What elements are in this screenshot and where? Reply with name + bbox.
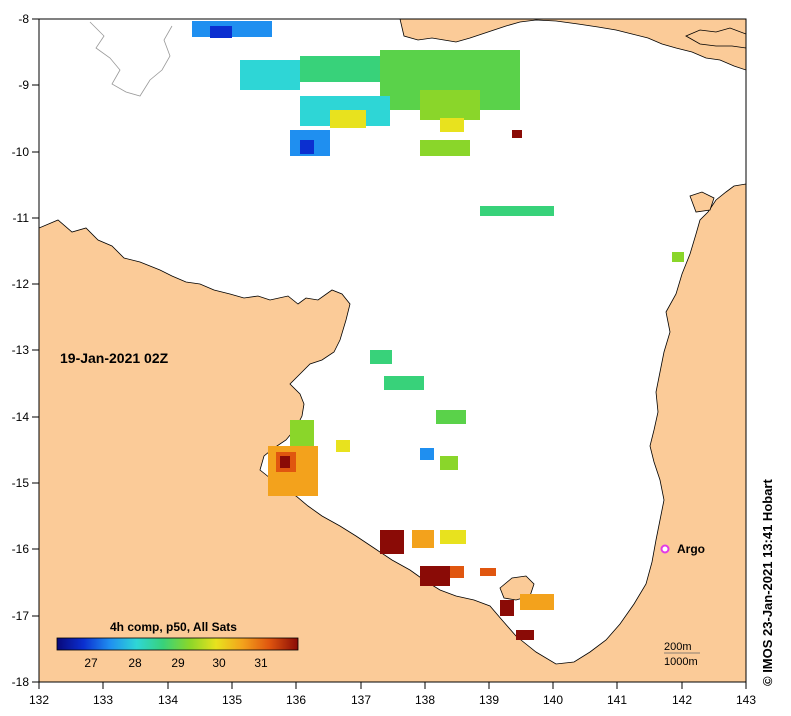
sst-cell [240,60,300,90]
timestamp-label: 19-Jan-2021 02Z [60,350,169,366]
lon-tick-label: 134 [158,693,178,707]
sst-cell [512,130,522,138]
contour-200m-label: 200m [664,641,692,653]
lat-tick-label: -14 [12,410,30,424]
credit-label: © IMOS 23-Jan-2021 13:41 Hobart [760,479,775,686]
lon-tick-label: 141 [607,693,627,707]
sst-cell [336,440,350,452]
sst-cell [280,456,290,468]
lat-tick-label: -15 [12,476,30,490]
sst-cell [480,568,496,576]
sst-cell [440,530,466,544]
lat-tick-label: -11 [13,211,30,225]
lon-tick-label: 135 [222,693,242,707]
land-northern-territory [39,183,746,682]
lon-tick-label: 140 [543,693,563,707]
sst-cell [672,252,684,262]
sst-cell [450,566,464,578]
lon-tick-label: 132 [29,693,49,707]
sst-cell [412,530,434,548]
lon-tick-label: 142 [672,693,692,707]
colorbar [56,637,299,651]
axis-ticks [32,18,747,689]
lat-tick-label: -16 [12,542,30,556]
lon-tick-label: 137 [351,693,371,707]
sst-cell [420,90,480,120]
lon-axis: 132 133 134 135 136 137 138 139 140 141 … [29,693,756,707]
lat-tick-label: -8 [18,12,29,26]
sst-cell [440,456,458,470]
sst-cell [500,600,514,616]
lat-tick-label: -13 [12,343,30,357]
sst-cell [420,448,434,460]
lat-tick-label: -18 [12,675,30,689]
sst-cell [330,110,366,128]
land-new-guinea [399,19,746,71]
outline-feature [89,21,173,97]
lat-axis: -8 -9 -10 -11 -12 -13 -14 -15 -16 -17 -1… [12,12,30,689]
lat-tick-label: -10 [12,145,30,159]
lon-tick-label: 136 [286,693,306,707]
legend-title: 4h comp, p50, All Sats [110,620,237,634]
sst-cell [300,56,390,82]
sst-cell [380,530,404,554]
argo-marker[interactable]: Argo [660,542,706,556]
sst-cell [210,26,232,38]
sst-cell [300,140,314,154]
sst-cell [370,350,392,364]
contour-1000m-label: 1000m [664,656,698,668]
land-island [685,27,746,49]
land-island [689,191,715,213]
sst-cell [420,140,470,156]
sst-cell [384,376,424,390]
sst-data [192,21,684,640]
argo-icon [660,544,670,554]
sst-cell [516,630,534,640]
sst-cell [480,206,554,216]
lat-tick-label: -17 [12,609,30,623]
lon-tick-label: 133 [93,693,113,707]
lon-tick-label: 139 [479,693,499,707]
lat-tick-label: -12 [12,277,30,291]
sst-cell [520,594,554,610]
legend-tick-label: 29 [171,656,185,670]
sst-cell [290,420,314,450]
contour-legend: 200m 1000m [664,641,700,668]
sst-cell [420,566,450,586]
legend-tick-label: 27 [84,656,98,670]
legend-tick-label: 31 [254,656,268,670]
lon-tick-label: 138 [415,693,435,707]
sst-cell [436,410,466,424]
lon-tick-label: 143 [736,693,756,707]
sst-cell [440,118,464,132]
argo-label: Argo [677,542,705,556]
legend-tick-label: 30 [212,656,226,670]
sst-legend: 4h comp, p50, All Sats 27 28 29 30 31 [56,620,299,670]
lat-tick-label: -9 [18,78,29,92]
legend-tick-label: 28 [128,656,142,670]
